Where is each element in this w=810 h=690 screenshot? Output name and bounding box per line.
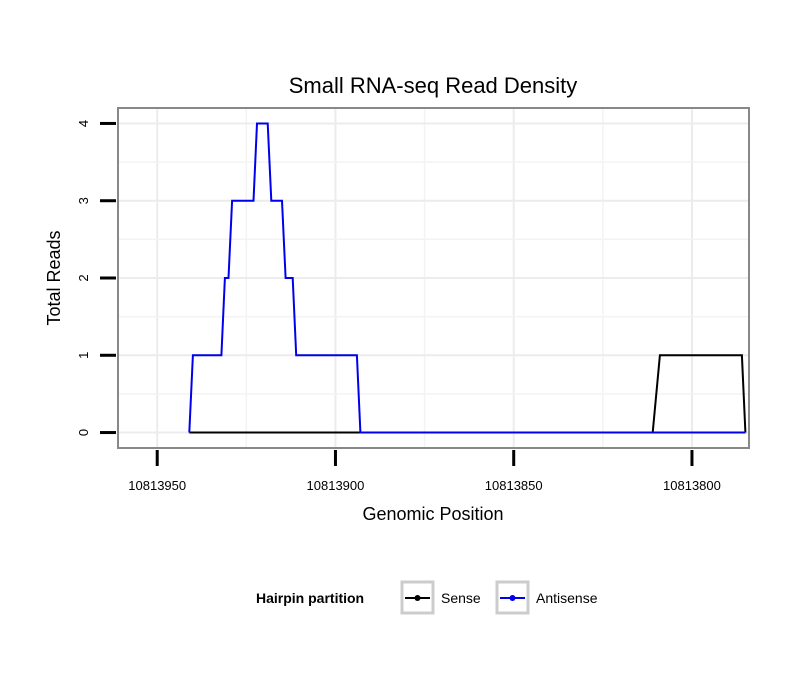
- y-tick-label: 4: [76, 120, 91, 127]
- legend-key-point-antisense: [509, 595, 516, 601]
- plot-panel-border: [117, 107, 750, 449]
- x-axis-ticks: 10813950 10813900 10813850 10813800: [128, 450, 721, 493]
- x-tick-label: 10813900: [307, 478, 365, 493]
- series-line-antisense: [188, 122, 746, 434]
- x-axis-title: Genomic Position: [362, 504, 503, 524]
- y-tick-label: 3: [76, 197, 91, 204]
- chart-title: Small RNA-seq Read Density: [289, 73, 578, 98]
- y-axis-ticks: 0 1 2 3 4: [76, 120, 116, 436]
- x-tick-label: 10813800: [663, 478, 721, 493]
- x-tick-label: 10813950: [128, 478, 186, 493]
- legend-entry-antisense: Antisense: [495, 580, 598, 615]
- y-tick-label: 0: [76, 429, 91, 436]
- legend-label-sense: Sense: [441, 590, 481, 606]
- legend-entry-sense: Sense: [400, 580, 481, 615]
- y-tick-label: 1: [76, 352, 91, 359]
- y-tick-label: 2: [76, 274, 91, 281]
- series-lines: [188, 122, 747, 434]
- legend-label-antisense: Antisense: [536, 590, 598, 606]
- y-axis-title: Total Reads: [44, 230, 64, 325]
- x-tick-label: 10813850: [485, 478, 543, 493]
- legend-key-point-sense: [414, 595, 421, 601]
- legend: Hairpin partition Sense Antisense: [256, 580, 598, 615]
- legend-title: Hairpin partition: [256, 590, 364, 606]
